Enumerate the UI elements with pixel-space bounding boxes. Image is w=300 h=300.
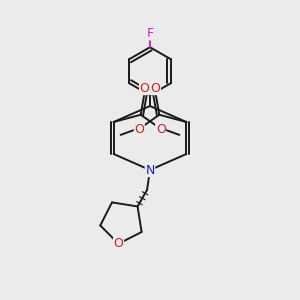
- Text: F: F: [146, 27, 154, 40]
- Text: O: O: [151, 82, 160, 94]
- Text: N: N: [145, 164, 155, 176]
- Text: O: O: [156, 123, 166, 136]
- Text: O: O: [114, 237, 124, 250]
- Text: O: O: [140, 82, 149, 94]
- Text: O: O: [134, 123, 144, 136]
